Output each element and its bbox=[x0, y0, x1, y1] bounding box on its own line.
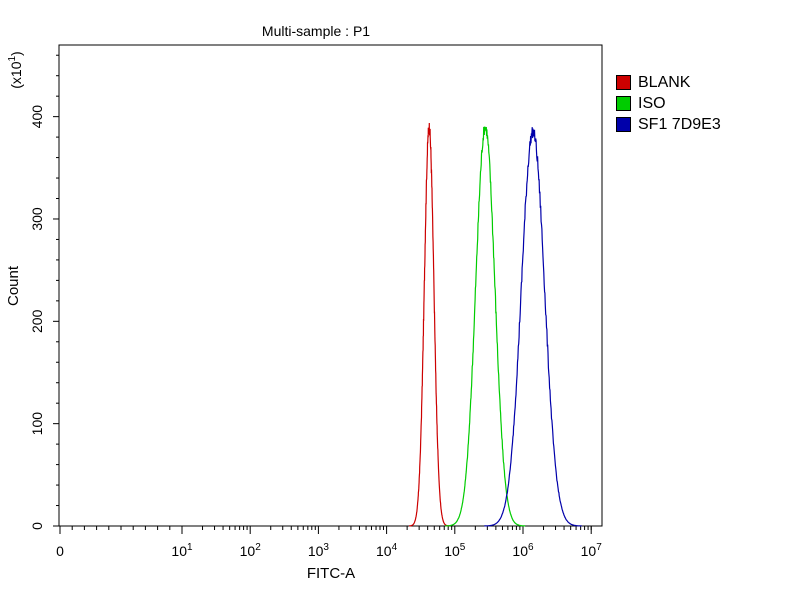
legend-item: BLANK bbox=[616, 72, 721, 93]
x-tick-label: 105 bbox=[444, 542, 466, 559]
y-axis-label: Count bbox=[5, 265, 22, 306]
x-tick-label: 106 bbox=[512, 542, 534, 559]
series-line-iso bbox=[445, 126, 526, 527]
y-tick-label: 300 bbox=[29, 207, 45, 231]
y-axis-ticks: 0 100 200 300 400 bbox=[29, 54, 59, 530]
y-tick-label: 400 bbox=[29, 105, 45, 129]
series-layer bbox=[409, 122, 582, 527]
x-tick-label: 101 bbox=[171, 542, 193, 559]
x-tick-label: 102 bbox=[240, 542, 262, 559]
legend-label: BLANK bbox=[638, 73, 691, 91]
x-tick-label: 107 bbox=[581, 542, 603, 559]
svg-text:(x101): (x101) bbox=[7, 51, 24, 88]
x-axis-ticks: 0 101 102 103 104 105 106 107 bbox=[56, 526, 602, 559]
legend-label: SF1 7D9E3 bbox=[638, 115, 721, 133]
series-line-sf1-7d9e3 bbox=[484, 127, 582, 527]
legend: BLANK ISO SF1 7D9E3 bbox=[616, 72, 721, 135]
legend-swatch bbox=[616, 96, 631, 111]
chart-title: Multi-sample : P1 bbox=[262, 23, 370, 39]
y-tick-label: 100 bbox=[29, 412, 45, 436]
y-multiplier-base: (x10 bbox=[8, 61, 24, 88]
y-axis-multiplier-label: (x101) bbox=[7, 51, 24, 88]
x-axis-label: FITC-A bbox=[307, 565, 355, 582]
plot-frame bbox=[58, 44, 603, 527]
legend-swatch bbox=[616, 117, 631, 132]
y-tick-label: 0 bbox=[29, 522, 45, 530]
y-multiplier-exp: 1 bbox=[7, 56, 18, 62]
legend-item: SF1 7D9E3 bbox=[616, 114, 721, 135]
legend-label: ISO bbox=[638, 94, 666, 112]
x-tick-label: 103 bbox=[308, 542, 330, 559]
series-line-blank bbox=[409, 122, 449, 527]
x-tick-label: 0 bbox=[56, 543, 64, 559]
x-tick-label: 104 bbox=[376, 542, 398, 559]
y-tick-label: 200 bbox=[29, 309, 45, 333]
legend-swatch bbox=[616, 75, 631, 90]
legend-item: ISO bbox=[616, 93, 721, 114]
